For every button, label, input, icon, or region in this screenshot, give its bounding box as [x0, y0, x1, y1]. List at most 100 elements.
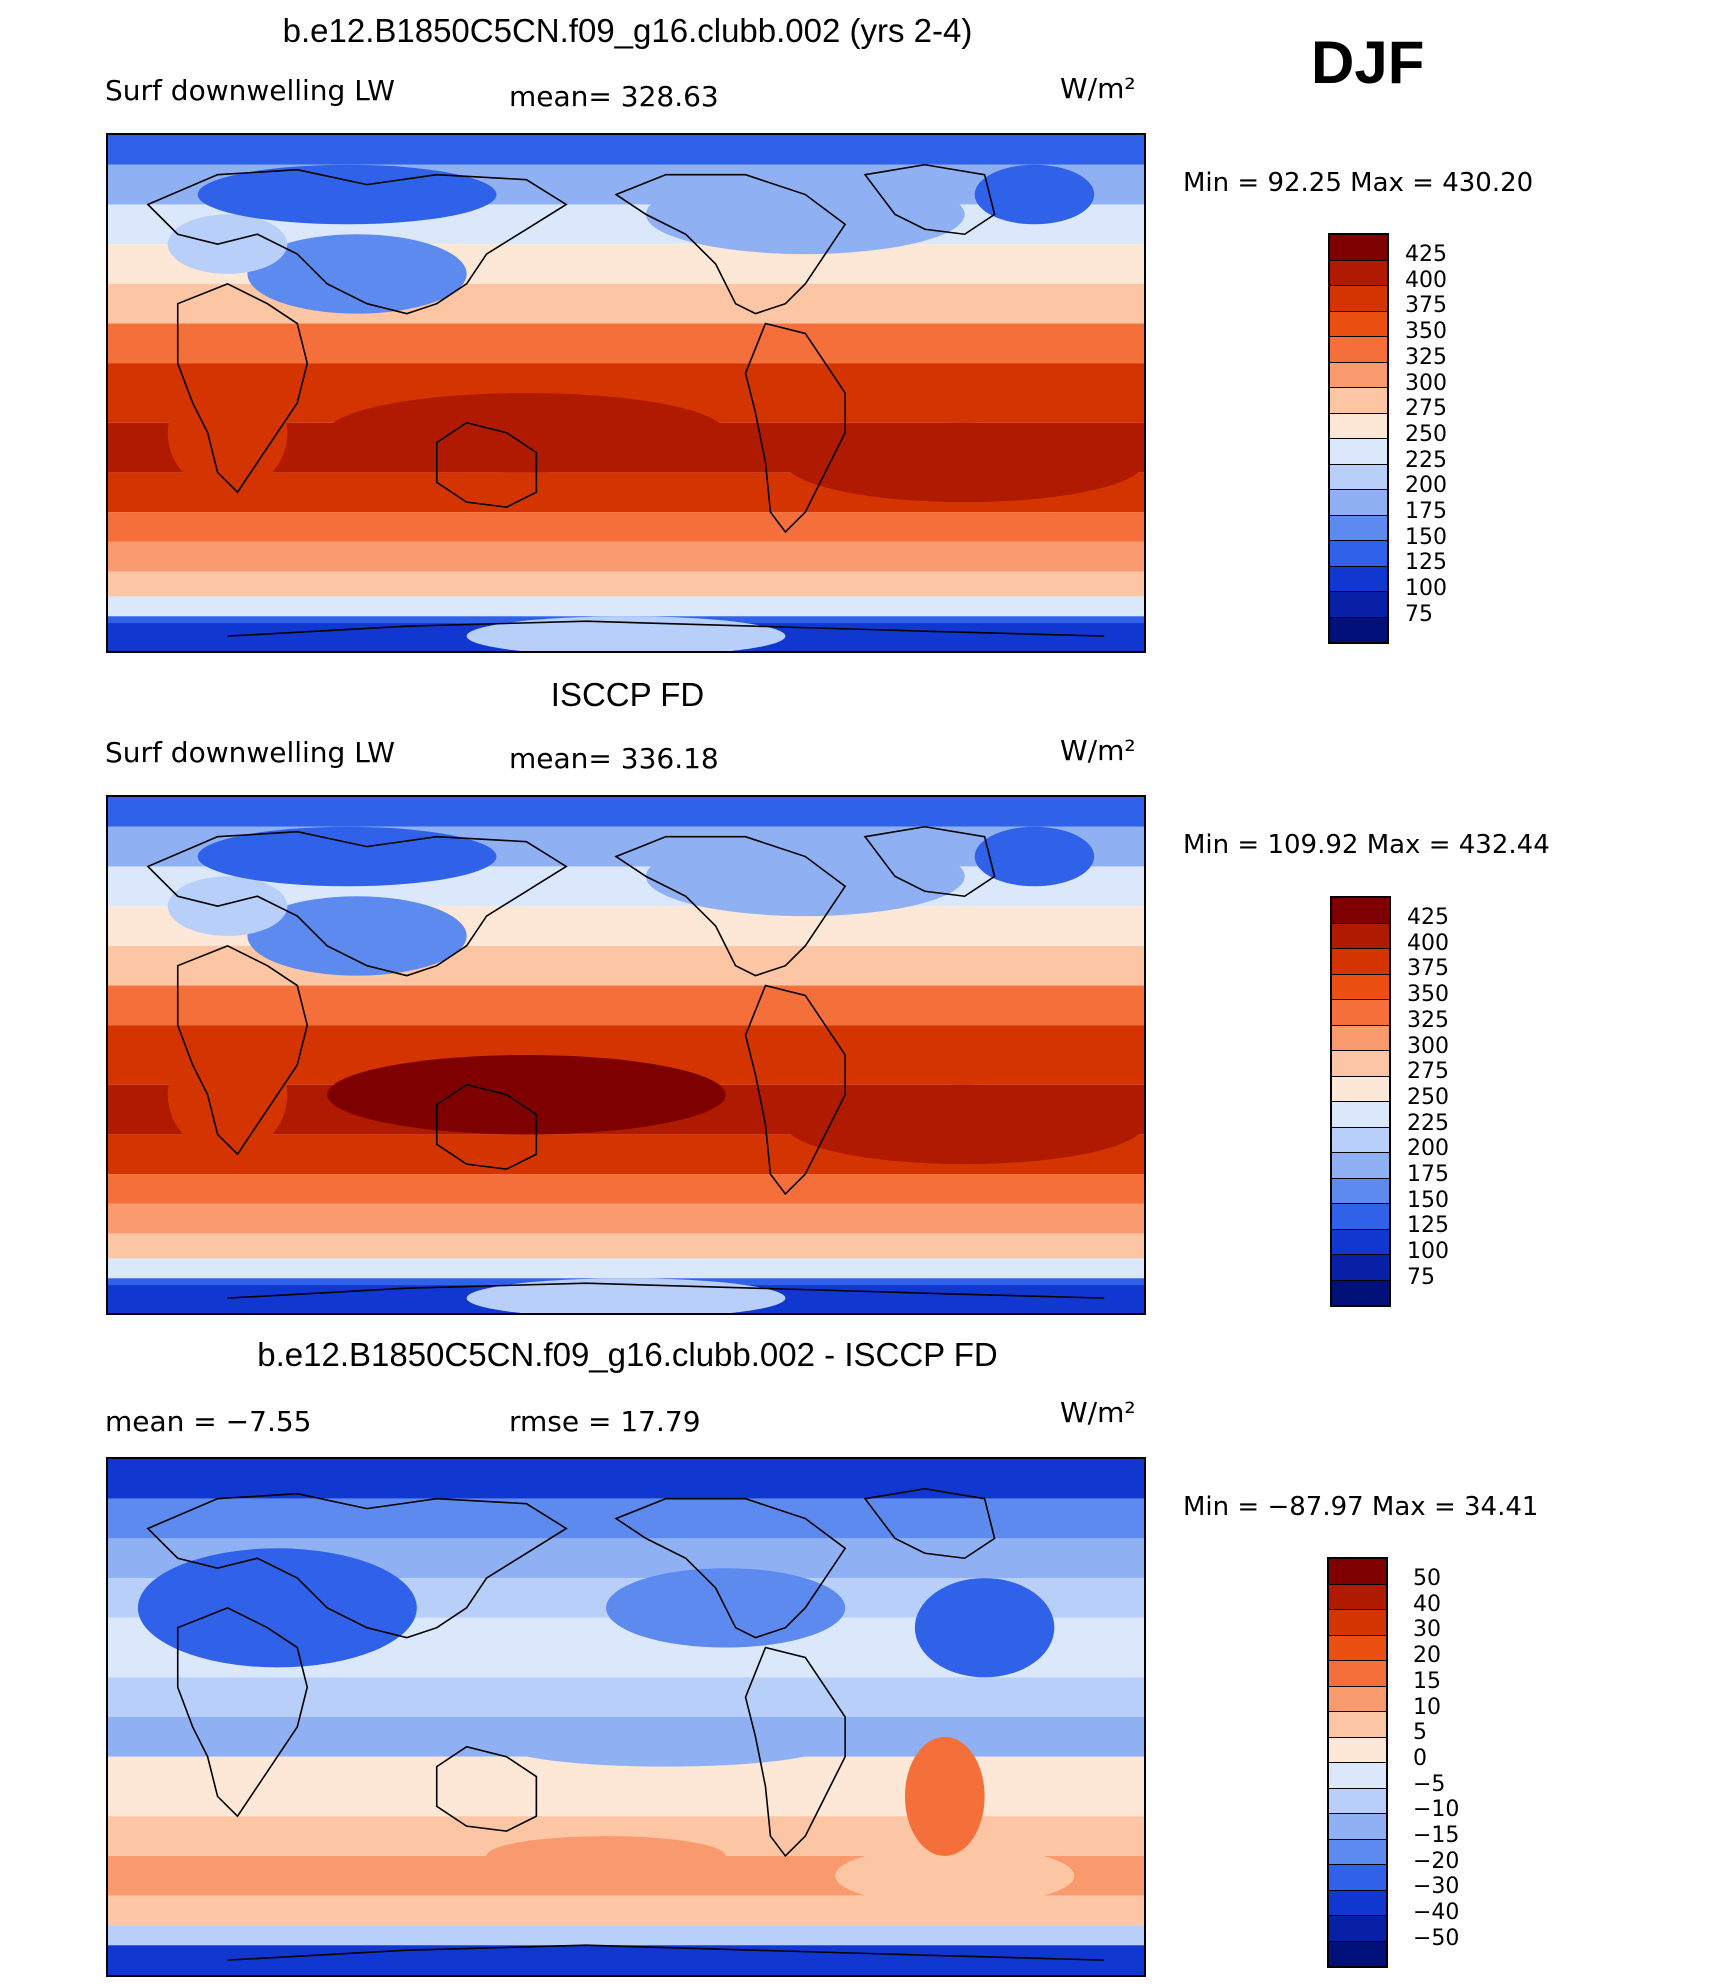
colorbar-swatch [1329, 1584, 1386, 1610]
field-blob [914, 1578, 1055, 1678]
panel-2-minmax: Min = 109.92 Max = 432.44 [1183, 830, 1550, 860]
coastline [227, 620, 1105, 637]
colorbar-tick-label: 425 [1405, 242, 1447, 267]
colorbar-tick-label: 30 [1413, 1617, 1441, 1643]
colorbar-tick-label: 15 [1413, 1668, 1441, 1694]
colorbar-tick-label: 150 [1405, 524, 1447, 550]
colorbar-tick-label: 275 [1407, 1059, 1449, 1085]
colorbar-swatch [1330, 490, 1387, 516]
panel-3-coastlines [146, 1487, 1105, 1961]
panel-2-coastlines [146, 825, 1105, 1299]
field-band [108, 1945, 1144, 1975]
field-blob [506, 1726, 826, 1767]
colorbar-tick-label: 20 [1413, 1643, 1441, 1669]
field-band [108, 1203, 1144, 1234]
panel-3-field [108, 1459, 1144, 1975]
field-blob [197, 826, 497, 887]
field-blob [167, 373, 288, 493]
coastline [227, 1282, 1105, 1299]
colorbar-swatch [1329, 1941, 1386, 1966]
colorbar-swatch [1329, 1610, 1386, 1636]
colorbar-tick-label: 250 [1405, 421, 1447, 447]
colorbar-swatch [1330, 311, 1387, 337]
colorbar-tick-label: 175 [1405, 499, 1447, 524]
colorbar-tick-label: 75 [1407, 1264, 1435, 1290]
colorbar-tick-label: 100 [1407, 1239, 1449, 1265]
season-label: DJF [1311, 29, 1425, 96]
coastline [614, 835, 847, 977]
field-blob [327, 1055, 726, 1135]
panel-1-mean-label: mean= 328.63 [509, 80, 719, 113]
colorbar-swatch [1332, 1255, 1389, 1281]
colorbar-tick-label: 200 [1405, 473, 1447, 499]
panel-2-map [106, 795, 1146, 1315]
colorbar-tick-label: −15 [1413, 1823, 1460, 1848]
panel-1-coastlines [146, 163, 1105, 637]
field-band [108, 571, 1144, 597]
field-blob [137, 1548, 417, 1668]
panel-2-title: ISCCP FD [550, 676, 705, 713]
colorbar-tick-label: 150 [1407, 1187, 1449, 1213]
field-band [108, 1258, 1144, 1279]
colorbar-tick-label: 125 [1405, 550, 1447, 576]
field-band [108, 1233, 1144, 1259]
colorbar-swatch [1330, 439, 1387, 465]
colorbar-tick-label: 100 [1405, 576, 1447, 602]
field-blob [247, 234, 467, 314]
colorbar-tick-label: 325 [1405, 344, 1447, 370]
coastline [614, 1497, 847, 1639]
field-blob [167, 1035, 288, 1155]
field-band [108, 1498, 1144, 1539]
colorbar-tick-label: 225 [1405, 447, 1447, 473]
colorbar-swatch [1332, 1102, 1389, 1128]
colorbar-tick-label: −30 [1413, 1874, 1460, 1900]
field-blob [835, 1846, 1075, 1906]
field-blob [645, 836, 965, 917]
field-band [108, 135, 1144, 165]
panel-3-minmax: Min = −87.97 Max = 34.41 [1183, 1492, 1539, 1522]
coastline [744, 322, 846, 534]
colorbar-swatch [1329, 1839, 1386, 1865]
field-band [108, 1459, 1144, 1499]
colorbar-swatch [1330, 566, 1387, 592]
field-blob [167, 214, 288, 274]
field-blob [904, 1736, 985, 1856]
panel-2-field [108, 797, 1144, 1313]
panel-2-colorbar [1330, 896, 1391, 1307]
colorbar-swatch [1329, 1865, 1386, 1891]
colorbar-tick-label: −10 [1413, 1797, 1460, 1823]
field-band [108, 1174, 1144, 1204]
field-band [108, 1677, 1144, 1717]
field-blob [785, 1084, 1144, 1165]
colorbar-tick-label: 275 [1405, 396, 1447, 422]
colorbar-swatch [1329, 1712, 1386, 1738]
colorbar-swatch [1330, 541, 1387, 567]
coastline [744, 984, 846, 1196]
field-blob [486, 1836, 726, 1876]
coastline [435, 1745, 538, 1832]
field-blob [974, 164, 1095, 225]
colorbar-tick-label: 300 [1405, 370, 1447, 396]
field-blob [197, 164, 497, 225]
coastline [863, 825, 996, 898]
colorbar-tick-label: 250 [1407, 1084, 1449, 1110]
colorbar-swatch [1332, 1204, 1389, 1230]
colorbar-swatch [1330, 260, 1387, 286]
panel-3-map [106, 1457, 1146, 1977]
colorbar-tick-label: 125 [1407, 1213, 1449, 1239]
colorbar-swatch [1329, 1737, 1386, 1763]
colorbar-swatch [1330, 617, 1387, 642]
field-band [108, 541, 1144, 572]
colorbar-swatch [1332, 1000, 1389, 1026]
colorbar-swatch [1329, 1559, 1386, 1585]
colorbar-tick-label: −40 [1413, 1900, 1460, 1926]
coastline [227, 1944, 1105, 1961]
colorbar-swatch [1329, 1763, 1386, 1789]
panel-1-field [108, 135, 1144, 651]
colorbar-tick-label: 50 [1413, 1566, 1441, 1591]
field-band [108, 797, 1144, 827]
panel-3-units-label: W/m² [1060, 1396, 1136, 1429]
colorbar-swatch [1332, 923, 1389, 949]
coastline [435, 421, 538, 508]
colorbar-swatch [1332, 898, 1389, 924]
